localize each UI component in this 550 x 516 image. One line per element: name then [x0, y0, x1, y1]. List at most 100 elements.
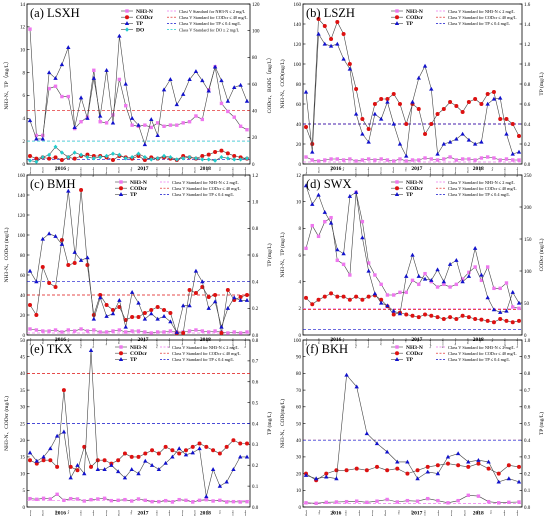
data-point: [466, 100, 471, 104]
series-tp: [303, 183, 522, 316]
data-point: [111, 329, 115, 333]
data-point: [98, 120, 102, 124]
data-point: [460, 157, 465, 161]
data-point: [454, 158, 459, 162]
data-point: [329, 37, 334, 41]
x-month-label: September: [429, 167, 432, 177]
legend-standard-label: Class V Standard for CODcr ≤ 40 mg/L: [448, 351, 517, 356]
x-month-label: September: [231, 510, 234, 516]
right-tick-label: 100: [524, 270, 532, 275]
data-point: [360, 235, 365, 240]
data-point: [354, 87, 359, 91]
x-year-label: 2016: [55, 511, 66, 516]
data-point: [181, 121, 185, 125]
data-point: [504, 131, 509, 136]
data-point: [479, 102, 484, 106]
data-point: [155, 316, 160, 321]
data-point: [391, 92, 396, 96]
x-year-label: 2017: [411, 166, 422, 172]
data-point: [190, 444, 195, 449]
data-point: [429, 157, 433, 161]
legend-series-label: NH3-N: [130, 180, 147, 186]
data-point: [115, 469, 121, 474]
panel-4: 0 2 4 6 8 10 12 0 50 100 150 200 250 NH3-N、TP (mg/L) C…: [279, 174, 545, 348]
left-tick-label: 2: [23, 140, 26, 145]
data-point: [197, 498, 202, 503]
right-tick-label: 1.0: [524, 63, 531, 68]
x-month-label: January: [450, 509, 453, 516]
data-point: [360, 219, 365, 224]
data-point: [136, 454, 141, 459]
data-point: [136, 151, 141, 156]
data-point: [187, 329, 192, 333]
data-point: [404, 153, 409, 158]
x-month-label: September: [424, 510, 427, 516]
right-tick-label: 0.2: [524, 143, 531, 148]
data-point: [66, 188, 71, 193]
legend-marker: [394, 21, 400, 25]
left-tick-label: 0: [23, 163, 26, 168]
data-point: [445, 454, 451, 459]
data-point: [193, 291, 198, 295]
x-month-label: July: [67, 509, 70, 514]
data-point: [384, 449, 390, 454]
data-point: [507, 500, 511, 505]
data-point: [104, 330, 109, 334]
x-month-label: November: [516, 510, 519, 516]
left-tick-label: 120: [18, 214, 26, 219]
data-point: [304, 155, 308, 159]
data-point: [102, 467, 107, 472]
data-point: [422, 63, 428, 68]
data-point: [460, 131, 465, 136]
left-tick-label: 0: [299, 506, 302, 511]
data-point: [244, 298, 250, 302]
data-point: [504, 281, 509, 285]
right-tick-label: 0.0: [524, 506, 531, 511]
data-point: [496, 471, 501, 476]
x-month-label: September: [155, 167, 158, 177]
x-month-label: July: [219, 509, 222, 514]
data-point: [224, 444, 229, 449]
right-tick-label: 0.8: [252, 339, 259, 344]
x-month-label: March: [466, 166, 469, 173]
data-point: [231, 499, 236, 504]
data-point: [310, 149, 315, 154]
data-point: [472, 246, 478, 250]
x-month-label: March: [317, 337, 320, 344]
data-point: [385, 99, 390, 104]
data-point: [353, 190, 359, 194]
data-point: [41, 329, 45, 333]
data-point: [78, 258, 84, 262]
data-point: [245, 499, 249, 504]
data-point: [59, 242, 65, 246]
data-point: [170, 454, 175, 459]
left-tick-label: 40: [296, 439, 302, 444]
data-point: [162, 308, 167, 312]
data-point: [72, 156, 77, 161]
data-point: [404, 312, 409, 317]
data-point: [34, 136, 39, 141]
x-month-label: May: [479, 166, 482, 171]
data-point: [446, 461, 450, 466]
plot-frame: [302, 3, 523, 165]
x-month-label: November: [367, 167, 370, 177]
legend-marker: [394, 192, 400, 196]
plot-frame: [302, 339, 523, 508]
legend-marker: [119, 351, 123, 356]
data-point: [136, 122, 141, 127]
left-tick-label: 140: [294, 23, 302, 28]
data-point: [347, 66, 353, 71]
data-point: [385, 468, 390, 473]
data-point: [360, 158, 365, 162]
data-point: [472, 141, 478, 146]
y-axis-label-right: TP (mg/L): [266, 412, 273, 435]
data-point: [28, 158, 32, 163]
data-point: [177, 497, 181, 502]
data-point: [40, 236, 45, 241]
data-point: [328, 43, 334, 48]
data-point: [238, 500, 242, 504]
data-point: [170, 448, 175, 453]
series-do: [28, 144, 249, 164]
data-point: [446, 501, 450, 505]
x-month-label: September: [355, 338, 358, 348]
